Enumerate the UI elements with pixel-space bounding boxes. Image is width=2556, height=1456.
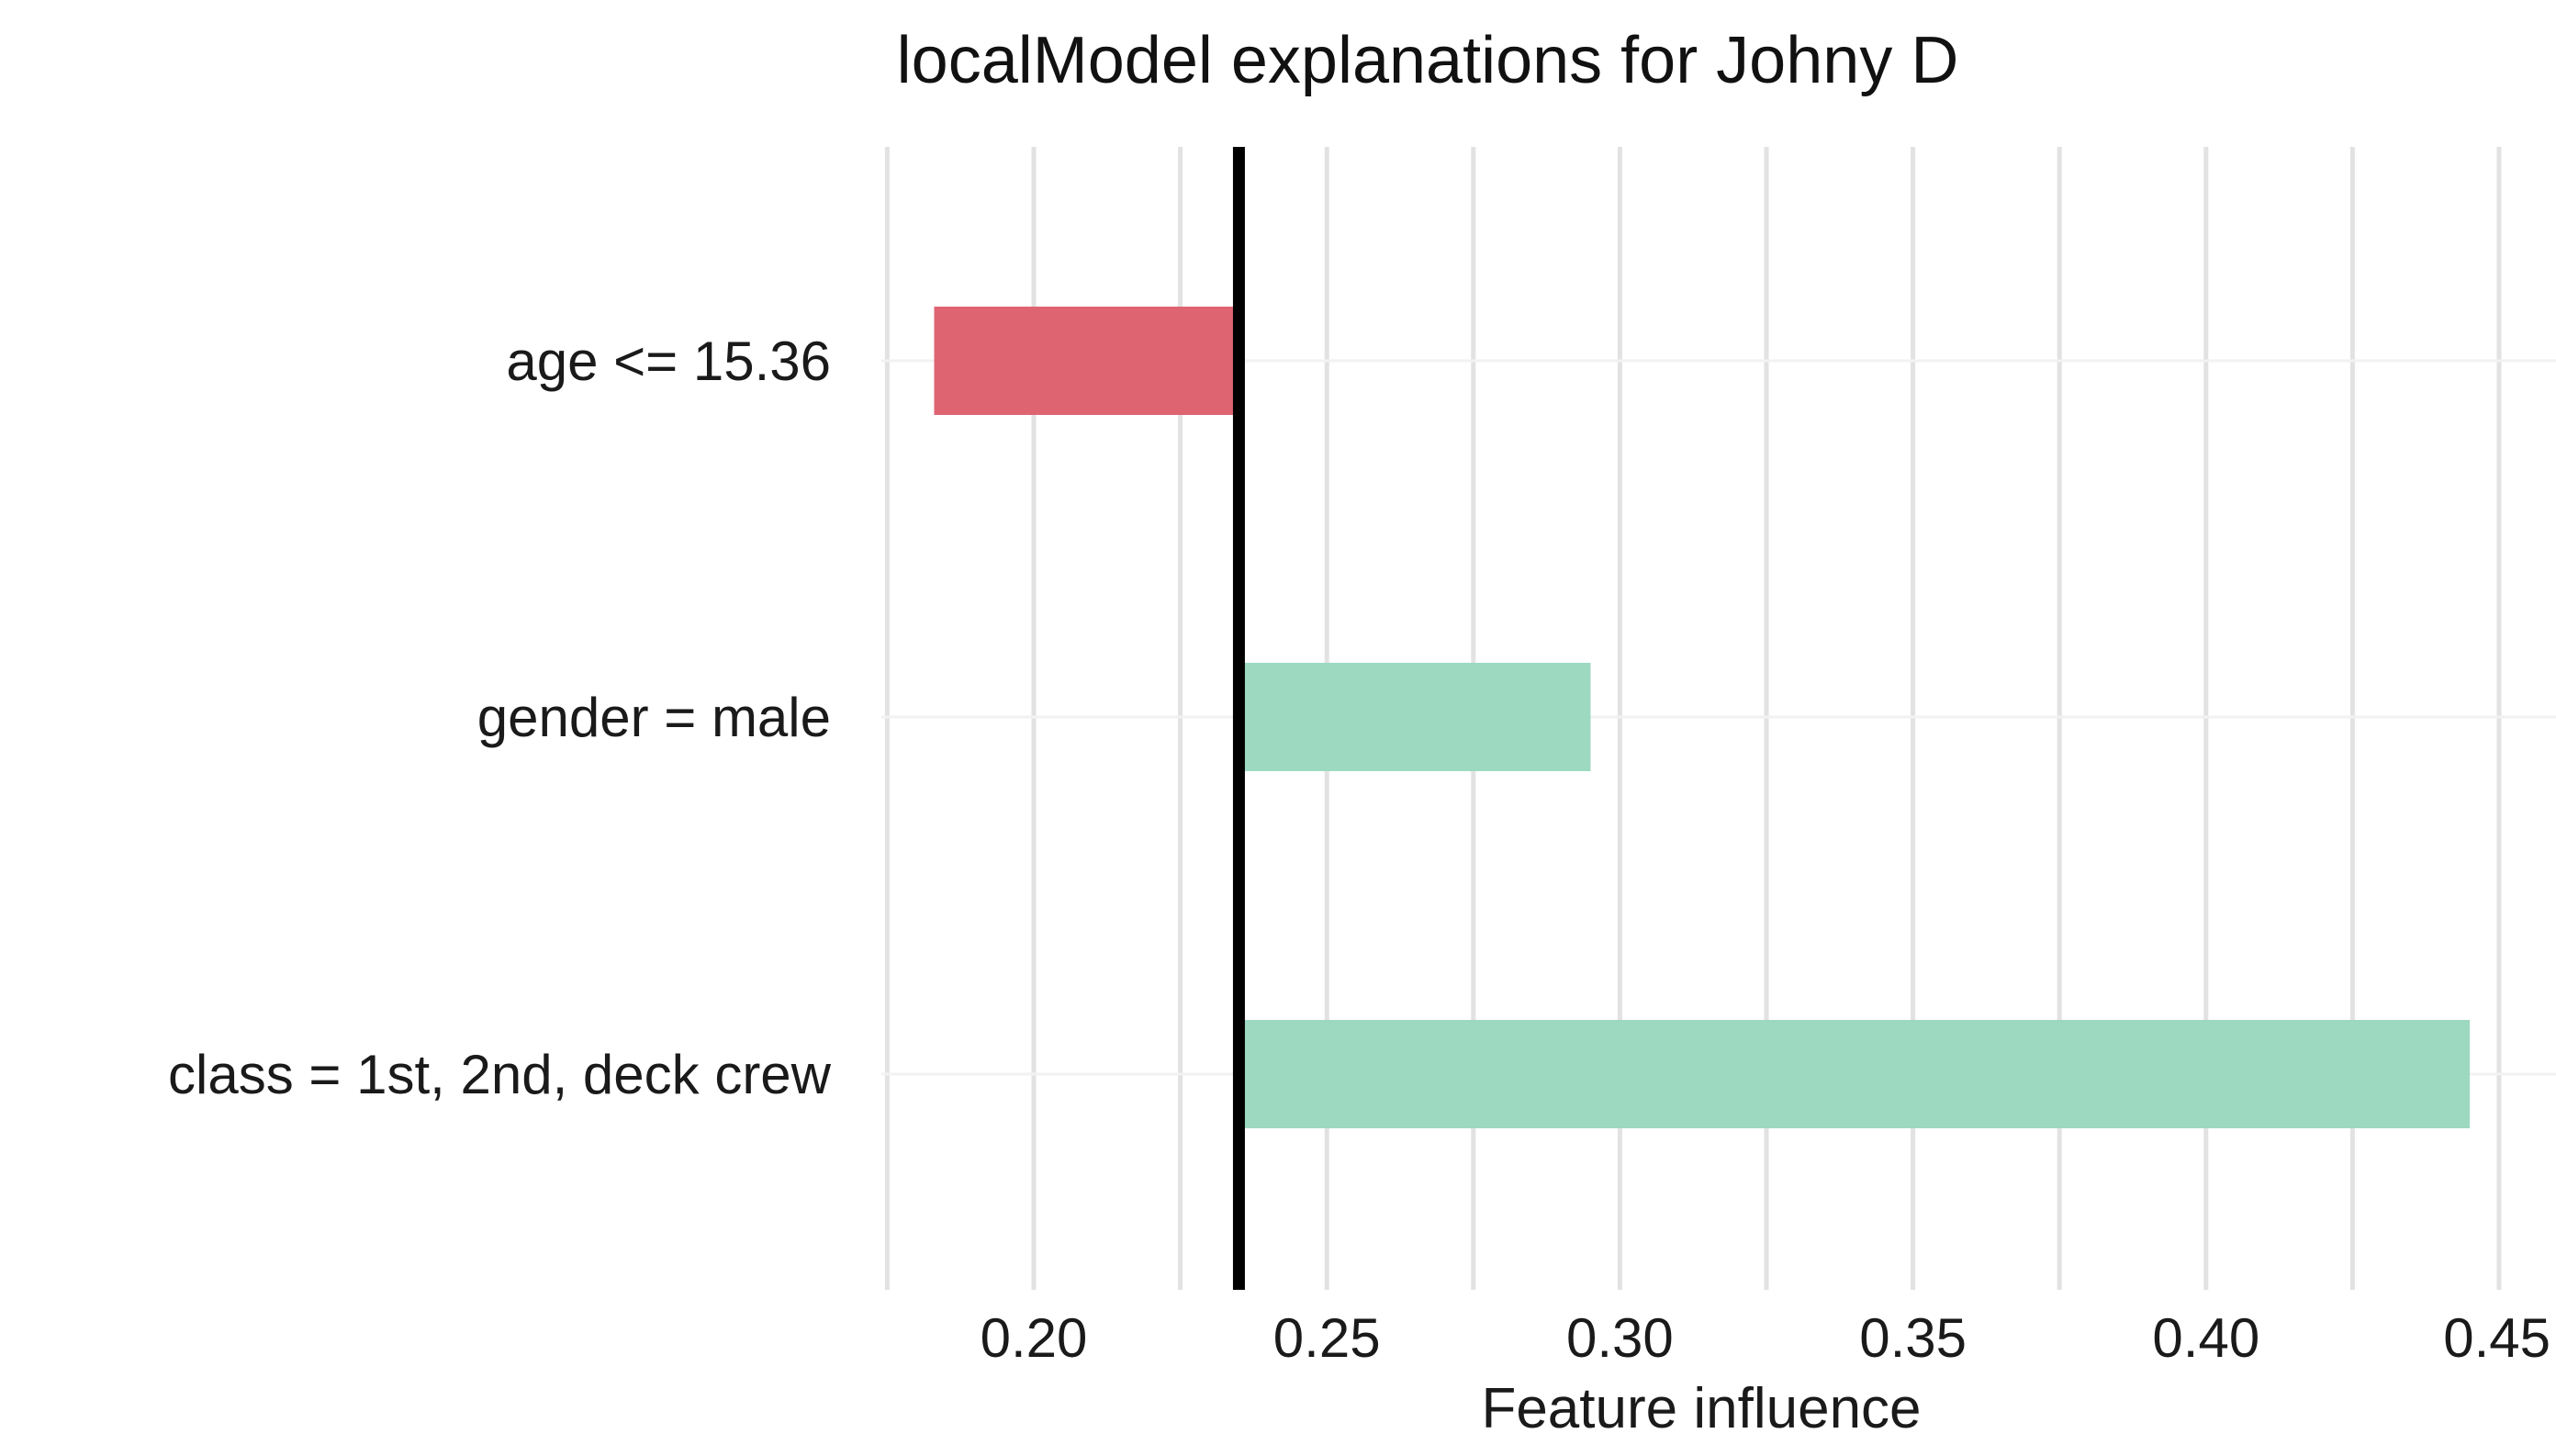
x-tick-label: 0.30 bbox=[1566, 1307, 1674, 1369]
y-tick-label: age <= 15.36 bbox=[506, 330, 831, 392]
y-tick-labels: age <= 15.36 gender = male class = 1st, 2n… bbox=[168, 330, 832, 1105]
x-tick-label: 0.45 bbox=[2443, 1307, 2550, 1369]
x-tick-label: 0.35 bbox=[1859, 1307, 1967, 1369]
y-tick-label: class = 1st, 2nd, deck crew bbox=[168, 1044, 832, 1105]
x-tick-labels: 0.20 0.25 0.30 0.35 0.40 0.45 bbox=[981, 1307, 2550, 1369]
chart-title: localModel explanations for Johny D bbox=[897, 24, 1959, 97]
x-tick-label: 0.25 bbox=[1273, 1307, 1381, 1369]
bar bbox=[934, 307, 1239, 415]
bar bbox=[1239, 663, 1591, 771]
x-tick-label: 0.40 bbox=[2152, 1307, 2259, 1369]
bar bbox=[1239, 1020, 2471, 1128]
y-tick-label: gender = male bbox=[477, 687, 831, 748]
x-tick-label: 0.20 bbox=[981, 1307, 1088, 1369]
x-axis-label: Feature influence bbox=[1481, 1377, 1921, 1440]
bars bbox=[934, 307, 2471, 1128]
